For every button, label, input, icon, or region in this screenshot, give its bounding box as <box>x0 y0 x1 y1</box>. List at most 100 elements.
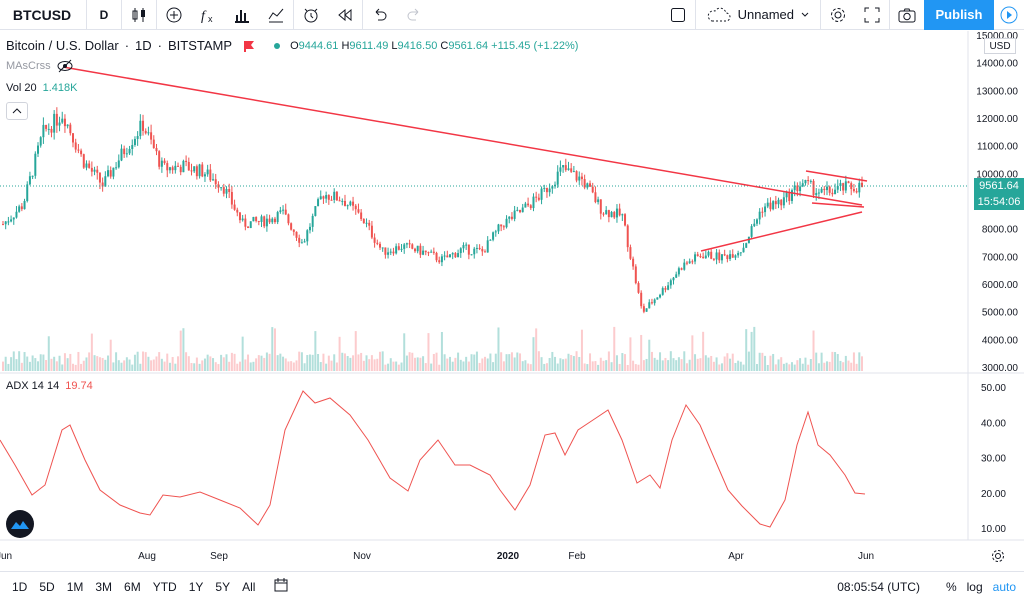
auto-scale-toggle[interactable]: auto <box>992 579 1016 594</box>
symbol-title[interactable]: Bitcoin / U.S. Dollar <box>6 38 119 53</box>
symbol-search-button[interactable]: BTCUSD <box>12 6 72 23</box>
candlestick-series <box>2 107 863 314</box>
flag-icon[interactable] <box>242 40 256 52</box>
candle-body <box>47 128 50 130</box>
add-indicator-icon[interactable] <box>157 0 191 30</box>
range-button-5y[interactable]: 5Y <box>215 579 231 594</box>
volume-bar <box>704 355 707 371</box>
volume-bar <box>308 354 311 371</box>
candle-body <box>144 130 147 134</box>
adx-tick-label: 10.00 <box>981 524 1006 535</box>
volume-bar <box>61 364 64 371</box>
ma-indicator-name[interactable]: MAsCrss <box>6 60 51 72</box>
candle-body <box>720 254 723 261</box>
volume-bar <box>72 363 75 371</box>
range-button-ytd[interactable]: YTD <box>152 579 177 594</box>
bars-compare-icon[interactable] <box>225 0 259 30</box>
fullscreen-icon[interactable] <box>855 0 889 30</box>
volume-bar <box>610 362 613 371</box>
camera-icon[interactable] <box>890 0 924 30</box>
volume-bar <box>26 356 29 371</box>
candle-body <box>734 255 737 258</box>
volume-bar <box>696 358 699 371</box>
volume-legend[interactable]: Vol 20 1.418K <box>6 82 77 94</box>
adx-legend[interactable]: ADX 14 14 19.74 <box>6 380 93 392</box>
candle-body <box>158 151 161 167</box>
volume-bar <box>589 353 592 371</box>
flag-upper-line[interactable] <box>805 170 868 182</box>
hidden-eye-icon[interactable] <box>56 59 74 73</box>
candle-body <box>93 169 96 172</box>
publish-button[interactable]: Publish <box>924 0 994 30</box>
fullscreen-square-icon[interactable] <box>661 0 695 30</box>
candle-body <box>462 245 465 249</box>
candle-body <box>726 255 729 260</box>
trend-line-descending[interactable] <box>62 66 863 206</box>
price-chart[interactable]: 15000.00 14000.00 13000.00 12000.00 11000.00… <box>0 31 1024 571</box>
play-button[interactable] <box>994 0 1024 30</box>
candle-body <box>648 302 651 309</box>
interval-button[interactable]: D <box>99 7 109 22</box>
alert-icon[interactable] <box>294 0 328 30</box>
volume-bar <box>10 357 13 371</box>
collapse-legend-button[interactable] <box>6 102 28 120</box>
volume-bar <box>85 357 88 371</box>
adx-indicator-name[interactable]: ADX 14 14 <box>6 380 60 392</box>
volume-bar <box>580 329 583 371</box>
currency-label[interactable]: USD <box>984 38 1016 54</box>
candle-body <box>422 250 425 255</box>
range-button-1d[interactable]: 1D <box>12 579 28 594</box>
trend-line-ascending[interactable] <box>700 211 863 252</box>
volume-bar <box>39 354 42 371</box>
candle-body <box>381 247 384 249</box>
volume-bar <box>834 352 837 371</box>
volume-bar <box>817 363 820 371</box>
volume-bar <box>244 359 247 371</box>
volume-bar <box>236 363 239 371</box>
range-button-3m[interactable]: 3M <box>95 579 113 594</box>
candle-body <box>77 149 80 151</box>
settings-icon[interactable] <box>821 0 855 30</box>
candle-body <box>844 181 847 191</box>
range-button-1m[interactable]: 1M <box>66 579 84 594</box>
range-button-6m[interactable]: 6M <box>124 579 141 594</box>
log-scale-toggle[interactable]: log <box>966 579 983 594</box>
utc-clock[interactable]: 08:05:54 (UTC) <box>837 579 920 594</box>
volume-bar <box>416 357 419 371</box>
ma-legend[interactable]: MAsCrss <box>6 59 73 73</box>
volume-bar <box>142 351 145 371</box>
layout-name-button[interactable]: Unnamed <box>696 7 820 23</box>
volume-bar <box>287 361 290 371</box>
candle-body <box>325 195 328 199</box>
volume-bar <box>80 363 83 371</box>
chart-settings-gear[interactable] <box>990 548 1006 569</box>
range-button-1y[interactable]: 1Y <box>188 579 204 594</box>
flag-lower-line[interactable] <box>811 202 865 208</box>
volume-bar <box>807 364 810 371</box>
candle-body <box>599 199 602 214</box>
volume-bar <box>413 357 416 371</box>
redo-icon[interactable] <box>397 0 431 30</box>
percent-scale-toggle[interactable]: % <box>945 579 957 594</box>
volume-bar <box>427 333 430 371</box>
undo-icon[interactable] <box>363 0 397 30</box>
volume-indicator-name[interactable]: Vol 20 <box>6 82 37 94</box>
volume-bar <box>93 355 96 371</box>
range-button-5d[interactable]: 5D <box>39 579 55 594</box>
tradingview-logo[interactable] <box>6 510 34 538</box>
volume-bar <box>570 354 573 371</box>
replay-icon[interactable] <box>328 0 362 30</box>
trend-lines[interactable] <box>62 66 868 252</box>
change-value: +115.45 (+1.22%) <box>491 39 579 52</box>
candle-body <box>241 218 244 221</box>
adx-tick-label: 20.00 <box>981 489 1006 500</box>
range-button-all[interactable]: All <box>242 579 256 594</box>
chart-style-icon[interactable] <box>259 0 293 30</box>
date-range-button[interactable] <box>273 577 289 596</box>
candles-icon[interactable] <box>122 0 156 30</box>
volume-bar <box>516 352 519 371</box>
candle-body <box>115 167 118 169</box>
volume-bar <box>220 354 223 371</box>
adx-tick-label: 50.00 <box>981 383 1006 394</box>
